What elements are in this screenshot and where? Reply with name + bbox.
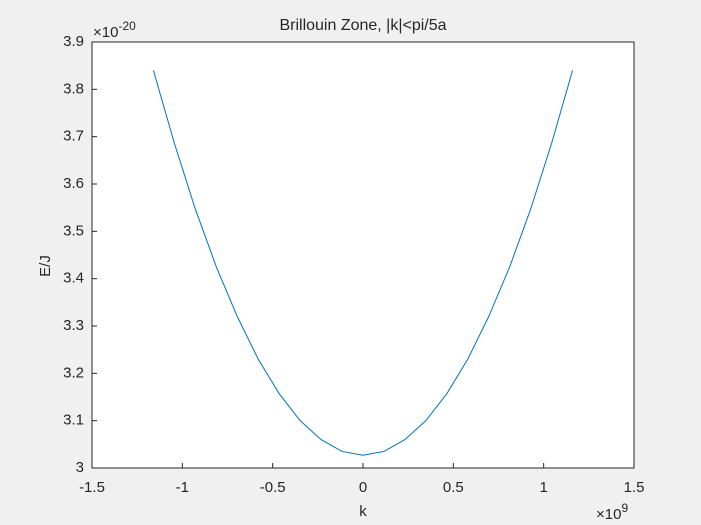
y-tick-label: 3.9 bbox=[63, 33, 84, 50]
plot-area bbox=[91, 41, 635, 469]
y-tick-label: 3.2 bbox=[63, 364, 84, 381]
y-tick-label: 3.4 bbox=[63, 270, 84, 287]
x-exponent: ×109 bbox=[596, 501, 628, 523]
y-exponent: ×10-20 bbox=[93, 19, 136, 41]
y-axis-label: E/J bbox=[37, 255, 54, 277]
y-tick-label: 3.3 bbox=[63, 317, 84, 334]
x-tick-label: -1 bbox=[176, 479, 189, 496]
y-tick-label: 3.1 bbox=[63, 412, 84, 429]
y-tick-label: 3 bbox=[76, 459, 84, 476]
y-exponent-power: -20 bbox=[118, 19, 136, 33]
y-tick-label: 3.7 bbox=[63, 128, 84, 145]
x-tick-label: -0.5 bbox=[260, 479, 286, 496]
x-tick-label: 1.5 bbox=[624, 479, 645, 496]
line bbox=[152, 70, 574, 456]
y-exponent-base: ×10 bbox=[93, 24, 118, 41]
x-exponent-power: 9 bbox=[621, 501, 628, 515]
chart-title: Brillouin Zone, |k|<pi/5a bbox=[279, 17, 446, 34]
x-tick-label: 0 bbox=[359, 479, 367, 496]
y-tick-label: 3.6 bbox=[63, 175, 84, 192]
x-tick-label: 0.5 bbox=[443, 479, 464, 496]
x-tick-label: 1 bbox=[539, 479, 547, 496]
y-tick-label: 3.5 bbox=[63, 222, 84, 239]
y-tick-label: 3.8 bbox=[63, 80, 84, 97]
x-tick-label: -1.5 bbox=[79, 479, 105, 496]
x-axis-label: k bbox=[359, 503, 367, 520]
x-exponent-base: ×10 bbox=[596, 506, 621, 523]
